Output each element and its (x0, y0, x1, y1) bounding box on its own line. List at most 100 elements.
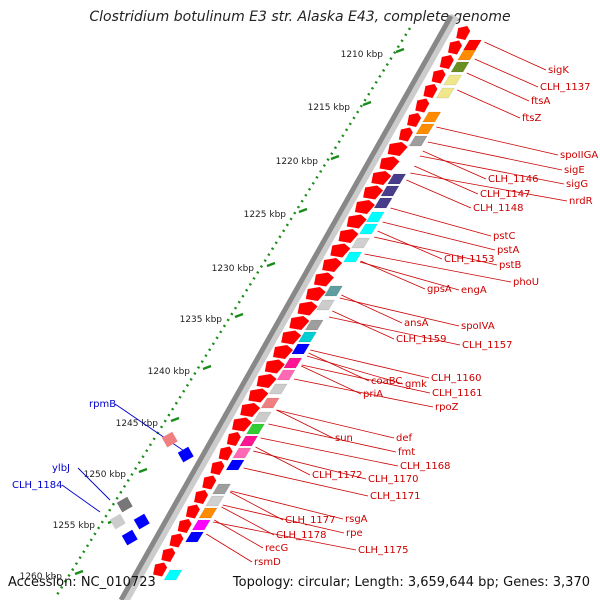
reverse-gene-block (246, 423, 265, 435)
forward-gene-arrow (456, 26, 471, 40)
scale-label: 1255 kbp (53, 521, 96, 531)
gene-label: CLH_1159 (396, 334, 447, 345)
gene-label: pstC (493, 231, 515, 242)
map-title: Clostridium botulinum E3 str. Alaska E43… (89, 9, 511, 25)
reverse-gene-block (380, 185, 400, 197)
reverse-gene-block (212, 483, 232, 495)
gene-leader-line (61, 484, 101, 513)
gene-block (109, 513, 126, 530)
gene-label: spoIIGA (560, 150, 598, 161)
gene-label: CLH_1153 (444, 254, 495, 265)
gene-label: gpsA (427, 284, 452, 295)
reverse-gene-block (198, 507, 218, 519)
gene-leader-line (328, 316, 461, 346)
forward-gene-arrow (202, 475, 217, 490)
scale-label: 1220 kbp (276, 157, 319, 167)
gene-label: CLH_1178 (276, 530, 327, 541)
reverse-gene-block (316, 299, 335, 311)
gene-label: CLH_1147 (480, 189, 531, 200)
scale-label: 1235 kbp (180, 315, 223, 325)
gene-leader-line (410, 172, 568, 202)
gene-leader-line (301, 364, 431, 394)
forward-gene-arrow (226, 432, 241, 446)
reverse-gene-block (283, 357, 303, 369)
gene-leader-line (213, 521, 357, 551)
forward-gene-arrow (210, 461, 225, 475)
gene-label: priA (363, 389, 383, 400)
forward-gene-arrow (297, 301, 318, 316)
gene-label: fmt (398, 447, 415, 458)
gene-label: phoU (513, 277, 539, 288)
reverse-gene-block (435, 87, 455, 99)
gene-label: CLH_1175 (358, 545, 409, 556)
gene-label: CLH_1184 (12, 480, 63, 491)
forward-gene-arrow (240, 403, 261, 417)
forward-gene-arrow (305, 287, 326, 301)
forward-gene-arrow (379, 156, 400, 171)
gene-label: ftsA (531, 96, 550, 107)
reverse-gene-block (276, 369, 296, 381)
forward-gene-arrow (330, 243, 351, 258)
forward-gene-arrow (218, 446, 233, 461)
forward-gene-arrow (281, 330, 302, 345)
scale-tick (330, 154, 340, 161)
gene-leader-line (332, 310, 395, 340)
forward-gene-arrow (313, 272, 334, 287)
reverse-gene-block (225, 459, 245, 471)
gene-label: CLH_1161 (432, 388, 483, 399)
reverse-gene-block (268, 383, 288, 395)
forward-gene-arrow (272, 345, 293, 359)
gene-leader-line (390, 207, 492, 237)
genome-backbone (118, 14, 454, 600)
reverse-gene-block (387, 173, 407, 185)
gene-leader-line (427, 141, 563, 171)
forward-gene-arrow (431, 69, 446, 84)
gene-leader-line (377, 230, 443, 260)
forward-gene-arrow (371, 171, 392, 185)
reverse-gene-block (443, 74, 463, 86)
gene-block (177, 446, 194, 463)
reverse-gene-block (205, 495, 225, 507)
gene-leader-line (221, 506, 275, 536)
scale-labels: 1210 kbp 1215 kbp 1220 kbp 1225 kbp 1230 kbp… (20, 50, 384, 582)
reverse-gene-block (185, 531, 204, 543)
gene-label: CLH_1157 (462, 340, 513, 351)
gene-leader-line (253, 450, 367, 480)
scale-tick (170, 416, 180, 423)
gene-leader-line (339, 297, 460, 327)
scale-label: 1250 kbp (84, 470, 127, 480)
scale-ticks (74, 47, 405, 576)
gene-leader-line (484, 41, 547, 71)
gene-block (161, 431, 178, 448)
forward-gene-arrow (264, 359, 285, 374)
gene-label: CLH_1172 (312, 470, 363, 481)
gene-label: coaBC (371, 376, 402, 387)
gene-label: CLH_1137 (540, 82, 591, 93)
reverse-gene-track (163, 39, 482, 581)
reverse-gene-block (457, 49, 477, 61)
accession-text: Accession: NC_010723 (8, 575, 156, 590)
scale-label: 1215 kbp (308, 103, 351, 113)
forward-gene-arrow (387, 142, 408, 156)
genome-backbone-shadow (121, 13, 459, 600)
reverse-gene-block (373, 197, 393, 209)
gene-label: ylbJ (52, 463, 70, 474)
scale-tick (395, 47, 405, 54)
gene-leader-line (301, 365, 362, 395)
gene-leader-line (474, 58, 539, 88)
reverse-gene-block (252, 411, 272, 423)
scale-label: 1210 kbp (341, 50, 384, 60)
gene-label: spoIVA (461, 321, 495, 332)
reverse-gene-block (291, 343, 311, 355)
gene-label: sigK (548, 65, 569, 76)
forward-gene-arrow (354, 200, 375, 214)
gene-leader-line (230, 490, 344, 520)
gene-label: rsmD (254, 557, 281, 568)
reverse-gene-block (343, 251, 363, 263)
gene-leader-line (359, 261, 460, 291)
gene-label: pstA (497, 245, 519, 256)
gene-leader-line (308, 352, 370, 382)
gene-label: CLH_1168 (400, 461, 451, 472)
scale-label: 1230 kbp (212, 264, 255, 274)
forward-gene-arrow (177, 519, 192, 533)
